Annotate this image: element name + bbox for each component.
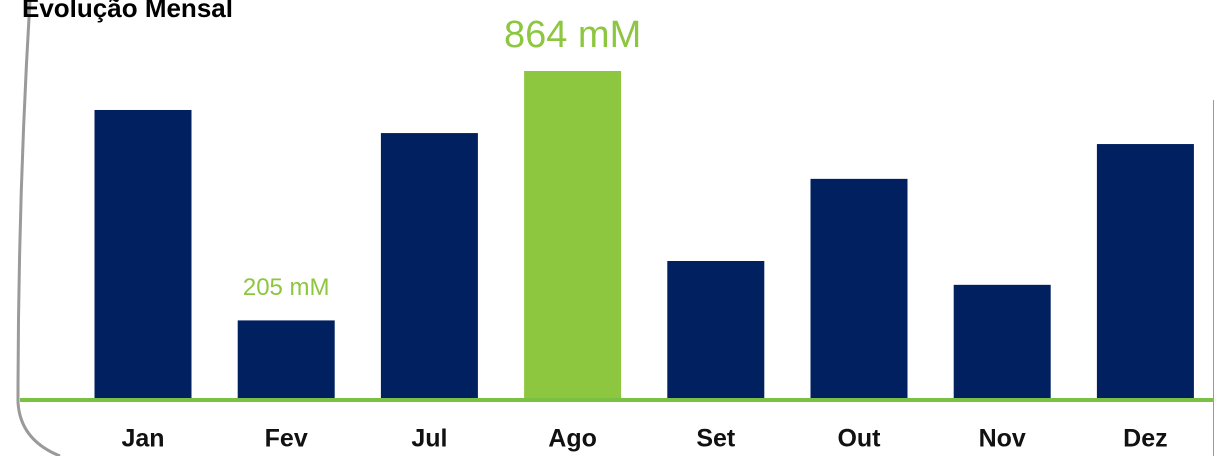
data-label: 205 mM xyxy=(243,274,330,301)
frame xyxy=(16,0,61,456)
x-tick-label: Fev xyxy=(265,425,308,453)
bar xyxy=(953,284,1051,398)
chart-title: Evolução Mensal xyxy=(22,0,233,23)
bar xyxy=(380,133,478,398)
bar xyxy=(667,260,765,398)
data-label: 864 mM xyxy=(504,14,641,56)
x-tick-label: Dez xyxy=(1123,425,1167,453)
x-tick-label: Nov xyxy=(979,425,1026,453)
bar xyxy=(810,178,908,398)
bar xyxy=(237,320,335,398)
bar xyxy=(94,109,192,398)
x-tick-label: Ago xyxy=(548,425,597,453)
x-tick-label: Jan xyxy=(121,425,164,453)
x-tick-label: Set xyxy=(696,425,736,453)
bar xyxy=(524,71,622,398)
bar xyxy=(1096,144,1194,398)
x-tick-label: Out xyxy=(837,425,881,453)
x-tick-label: Jul xyxy=(411,425,447,453)
